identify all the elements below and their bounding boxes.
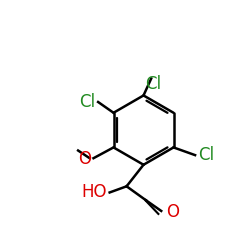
Text: Cl: Cl — [79, 93, 95, 111]
Text: Cl: Cl — [145, 76, 161, 94]
Text: O: O — [166, 204, 179, 222]
Text: Cl: Cl — [198, 146, 214, 164]
Text: O: O — [78, 150, 91, 168]
Text: HO: HO — [82, 184, 107, 202]
